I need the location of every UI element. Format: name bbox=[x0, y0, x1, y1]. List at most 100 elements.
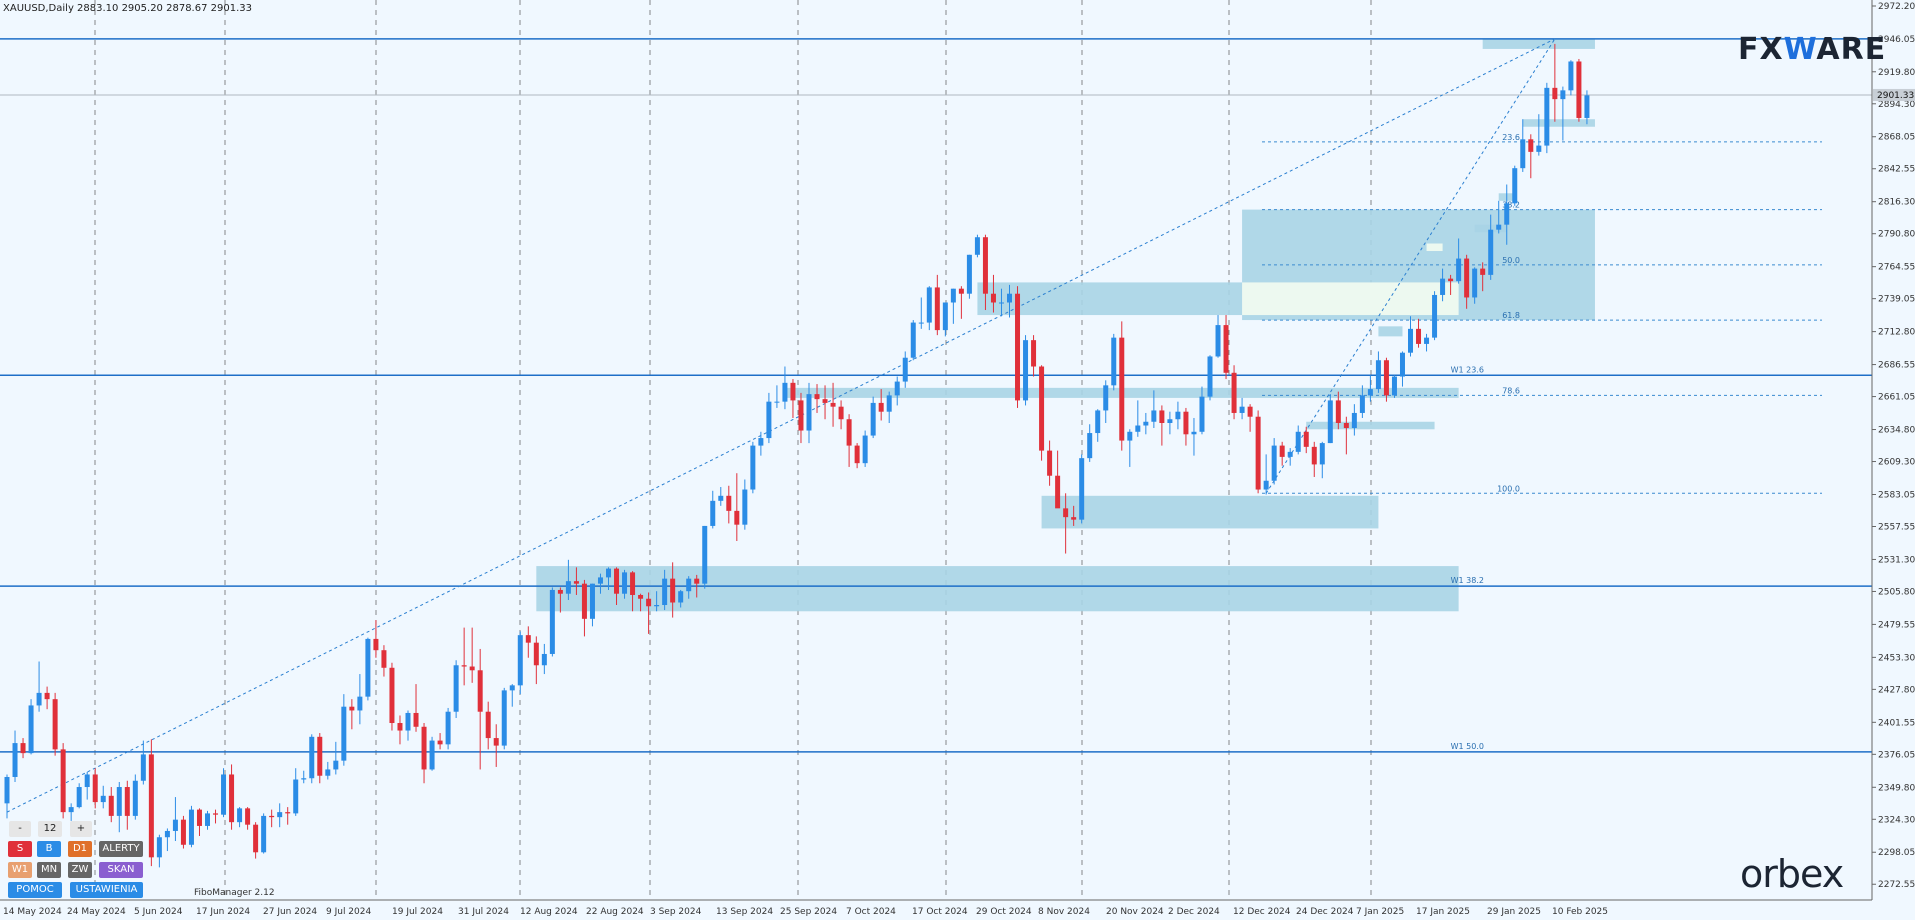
candle bbox=[44, 686, 50, 710]
candle bbox=[1303, 426, 1309, 454]
candle bbox=[950, 288, 956, 324]
candle bbox=[1255, 410, 1261, 494]
candle bbox=[501, 687, 507, 750]
x-tick-label: 9 Jul 2024 bbox=[326, 907, 371, 917]
y-tick-label: 2401.55 bbox=[1878, 718, 1915, 728]
candle bbox=[1031, 335, 1037, 377]
candle bbox=[878, 389, 884, 421]
candle bbox=[557, 587, 563, 613]
increase-button[interactable]: + bbox=[70, 821, 92, 837]
candle bbox=[269, 809, 275, 828]
candle bbox=[1095, 409, 1101, 442]
candle bbox=[124, 780, 130, 830]
y-tick-label: 2946.05 bbox=[1878, 35, 1915, 45]
sell-button[interactable]: S bbox=[8, 841, 32, 857]
candle bbox=[565, 559, 571, 600]
scan-button[interactable]: SKAN bbox=[99, 862, 143, 878]
candle bbox=[926, 286, 932, 331]
candle bbox=[1199, 386, 1205, 435]
candle bbox=[1576, 58, 1582, 122]
candle bbox=[180, 815, 186, 849]
x-tick-label: 12 Aug 2024 bbox=[520, 907, 578, 917]
zone-rect bbox=[1378, 326, 1403, 337]
candle bbox=[172, 797, 178, 842]
alerts-button[interactable]: ALERTY bbox=[99, 841, 143, 857]
candle bbox=[1247, 404, 1253, 432]
mn-button[interactable]: MN bbox=[37, 862, 61, 878]
candle bbox=[1367, 375, 1373, 402]
candle bbox=[229, 764, 235, 830]
fib-label: 50.0 bbox=[1502, 256, 1520, 265]
candle bbox=[1103, 380, 1109, 423]
x-tick-label: 8 Nov 2024 bbox=[1038, 907, 1090, 917]
y-tick-label: 2868.05 bbox=[1878, 133, 1915, 143]
candle bbox=[1464, 254, 1470, 309]
x-tick-label: 14 May 2024 bbox=[3, 907, 62, 917]
candle bbox=[349, 699, 355, 730]
candle bbox=[1375, 351, 1381, 393]
zw-button[interactable]: ZW bbox=[68, 862, 92, 878]
candle bbox=[646, 592, 652, 634]
y-tick-label: 2324.30 bbox=[1878, 815, 1915, 825]
candle bbox=[12, 730, 18, 783]
candle bbox=[4, 774, 10, 819]
candle bbox=[1143, 412, 1149, 435]
fib-label: 78.6 bbox=[1502, 386, 1520, 395]
candle bbox=[1496, 200, 1502, 234]
zone-rect bbox=[1482, 38, 1595, 49]
candle bbox=[1319, 441, 1325, 479]
candle bbox=[261, 813, 267, 854]
y-tick-label: 2376.05 bbox=[1878, 750, 1915, 760]
candle bbox=[84, 771, 90, 800]
d1-button[interactable]: D1 bbox=[68, 841, 92, 857]
zone-rect bbox=[1242, 282, 1459, 316]
candle bbox=[638, 593, 644, 612]
y-tick-label: 2634.80 bbox=[1878, 426, 1915, 436]
candle bbox=[317, 733, 323, 784]
x-tick-label: 7 Oct 2024 bbox=[846, 907, 896, 917]
candle bbox=[1440, 268, 1446, 302]
x-tick-label: 17 Jun 2024 bbox=[196, 907, 250, 917]
candle bbox=[854, 443, 860, 469]
last-price-label: 2901.33 bbox=[1877, 91, 1914, 101]
buy-button[interactable]: B bbox=[37, 841, 61, 857]
help-button[interactable]: POMOC bbox=[8, 882, 62, 898]
y-tick-label: 2790.80 bbox=[1878, 230, 1915, 240]
candle bbox=[1231, 365, 1237, 420]
candle bbox=[1287, 448, 1293, 466]
candle bbox=[405, 710, 411, 741]
candle bbox=[822, 385, 828, 420]
candle bbox=[1039, 365, 1045, 461]
candle bbox=[886, 391, 892, 423]
candle bbox=[397, 715, 403, 745]
candle bbox=[597, 573, 603, 594]
y-tick-label: 2505.80 bbox=[1878, 587, 1915, 597]
candle bbox=[60, 743, 66, 819]
settings-button[interactable]: USTAWIENIA bbox=[70, 882, 143, 898]
candle bbox=[654, 591, 660, 612]
y-tick-label: 2298.05 bbox=[1878, 848, 1915, 858]
candle bbox=[525, 626, 531, 658]
decrease-button[interactable]: - bbox=[9, 821, 31, 837]
y-tick-label: 2557.55 bbox=[1878, 522, 1915, 532]
candle bbox=[116, 782, 122, 833]
w1-button[interactable]: W1 bbox=[8, 862, 32, 878]
x-tick-label: 25 Sep 2024 bbox=[780, 907, 837, 917]
candle bbox=[485, 701, 491, 750]
candle bbox=[1528, 134, 1534, 179]
y-tick-label: 2764.55 bbox=[1878, 263, 1915, 273]
candle bbox=[702, 525, 708, 589]
candle bbox=[325, 761, 331, 780]
candle bbox=[108, 787, 114, 823]
candle bbox=[196, 808, 202, 836]
fxware-logo-w: W bbox=[1783, 32, 1817, 67]
candle bbox=[549, 587, 555, 657]
lot-value-input[interactable]: 12 bbox=[38, 821, 62, 837]
candle bbox=[614, 567, 620, 606]
x-tick-label: 17 Oct 2024 bbox=[912, 907, 968, 917]
candle bbox=[726, 485, 732, 524]
candle bbox=[1015, 286, 1021, 408]
last-price-box bbox=[1873, 88, 1915, 101]
zone-rect bbox=[977, 282, 1243, 316]
